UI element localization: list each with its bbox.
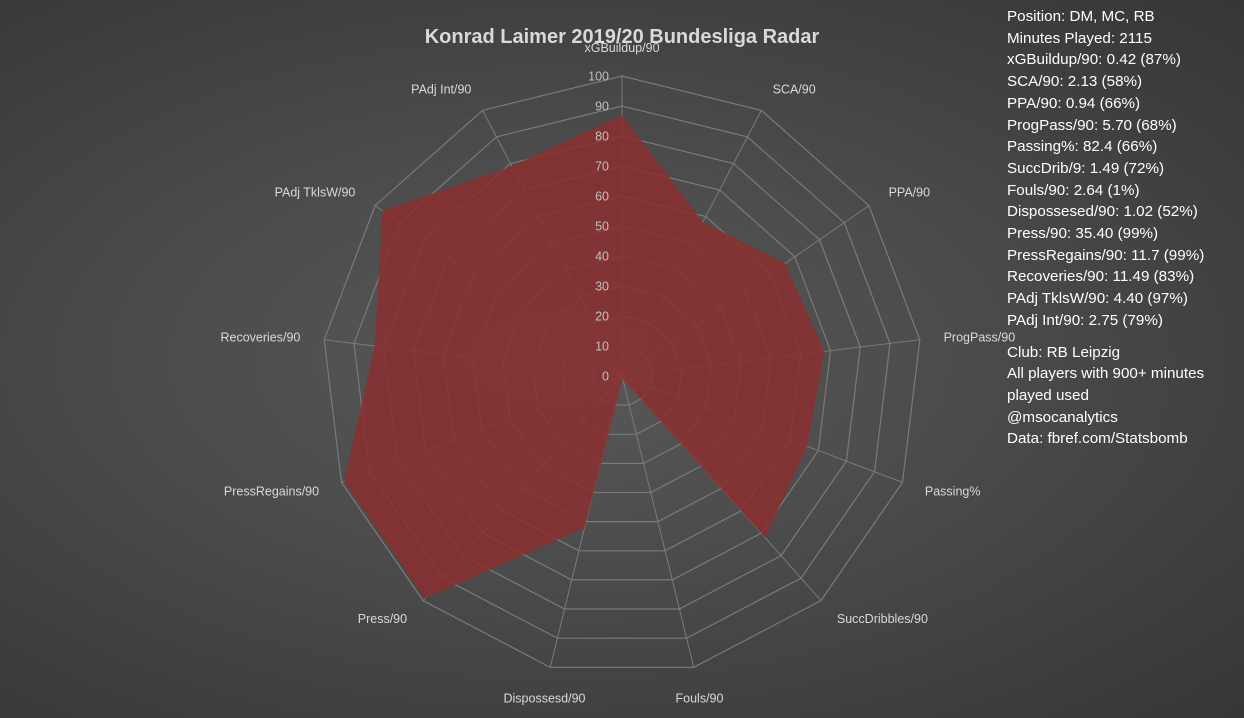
info-footer: Club: RB Leipzig All players with 900+ mi… bbox=[1007, 342, 1239, 451]
stat-line: Dispossesed/90: 1.02 (52%) bbox=[1007, 203, 1198, 221]
tick-label: 30 bbox=[595, 280, 609, 294]
stat-line: Fouls/90: 2.64 (1%) bbox=[1007, 181, 1140, 199]
grid-ring bbox=[323, 75, 921, 668]
stat-line: Position: DM, MC, RB bbox=[1007, 8, 1155, 25]
axis-label: Dispossesd/90 bbox=[504, 692, 586, 706]
info-panel: Position: DM, MC, RB Minutes Played: 2115… bbox=[1007, 6, 1239, 450]
tick-label: 0 bbox=[602, 370, 609, 384]
axis-label: PAdj TklsW/90 bbox=[275, 185, 356, 199]
stat-line: xGBuildup/90: 0.42 (87%) bbox=[1007, 51, 1181, 69]
stat-line: PAdj Int/90: 2.75 (79%) bbox=[1007, 311, 1163, 329]
axis-label: Passing% bbox=[925, 484, 981, 498]
axis-label: PressRegains/90 bbox=[224, 484, 319, 498]
axis-label: PPA/90 bbox=[889, 185, 931, 199]
axis-label: xGBuildup/90 bbox=[584, 41, 659, 55]
player-stats-list: Position: DM, MC, RB Minutes Played: 2115… bbox=[1007, 6, 1239, 332]
footer-line: All players with 900+ minutes bbox=[1007, 365, 1205, 383]
stat-line: Press/90: 35.40 (99%) bbox=[1007, 225, 1159, 243]
axis-label: PAdj Int/90 bbox=[411, 83, 471, 97]
tick-label: 100 bbox=[588, 70, 609, 84]
radar-series bbox=[344, 114, 825, 599]
tick-label: 50 bbox=[595, 220, 609, 234]
axis-label: Recoveries/90 bbox=[220, 330, 300, 344]
stat-line: PressRegains/90: 11.7 (99%) bbox=[1007, 246, 1205, 264]
tick-label: 80 bbox=[595, 130, 609, 144]
axis-label: Fouls/90 bbox=[676, 692, 724, 706]
stat-line: SuccDrib/9: 1.49 (72%) bbox=[1007, 159, 1165, 177]
chart-title: Konrad Laimer 2019/20 Bundesliga Radar bbox=[424, 26, 820, 48]
tick-label: 20 bbox=[595, 310, 609, 324]
footer-line: played used bbox=[1007, 386, 1089, 404]
stat-line: SCA/90: 2.13 (58%) bbox=[1007, 73, 1143, 91]
stat-line: Passing%: 82.4 (66%) bbox=[1007, 138, 1158, 156]
stat-line: PAdj TklsW/90: 4.40 (97%) bbox=[1007, 290, 1188, 308]
radial-tick-labels: 0 10 20 30 40 50 60 70 80 90 100 bbox=[588, 70, 609, 384]
tick-label: 70 bbox=[595, 160, 609, 174]
axis-label: ProgPass/90 bbox=[944, 330, 1016, 344]
grid-spoke bbox=[621, 375, 695, 668]
tick-label: 60 bbox=[595, 190, 609, 204]
tick-label: 90 bbox=[595, 100, 609, 114]
stat-line: PPA/90: 0.94 (66%) bbox=[1007, 94, 1141, 112]
footer-line: @msocanalytics bbox=[1007, 408, 1118, 426]
footer-line: Data: fbref.com/Statsbomb bbox=[1007, 430, 1188, 448]
axis-label: Press/90 bbox=[358, 612, 407, 626]
stat-line: Minutes Played: 2115 bbox=[1007, 29, 1152, 47]
axis-label: SCA/90 bbox=[773, 83, 816, 97]
tick-label: 40 bbox=[595, 250, 609, 264]
series-area bbox=[344, 115, 825, 599]
stat-line: Recoveries/90: 11.49 (83%) bbox=[1007, 268, 1195, 286]
footer-line: Club: RB Leipzig bbox=[1007, 343, 1121, 361]
tick-label: 10 bbox=[595, 340, 609, 354]
axis-labels: xGBuildup/90 SCA/90 PPA/90 ProgPass/90 Passi… bbox=[220, 41, 1015, 706]
axis-label: SuccDribbles/90 bbox=[837, 612, 928, 626]
stat-line: ProgPass/90: 5.70 (68%) bbox=[1007, 116, 1177, 134]
